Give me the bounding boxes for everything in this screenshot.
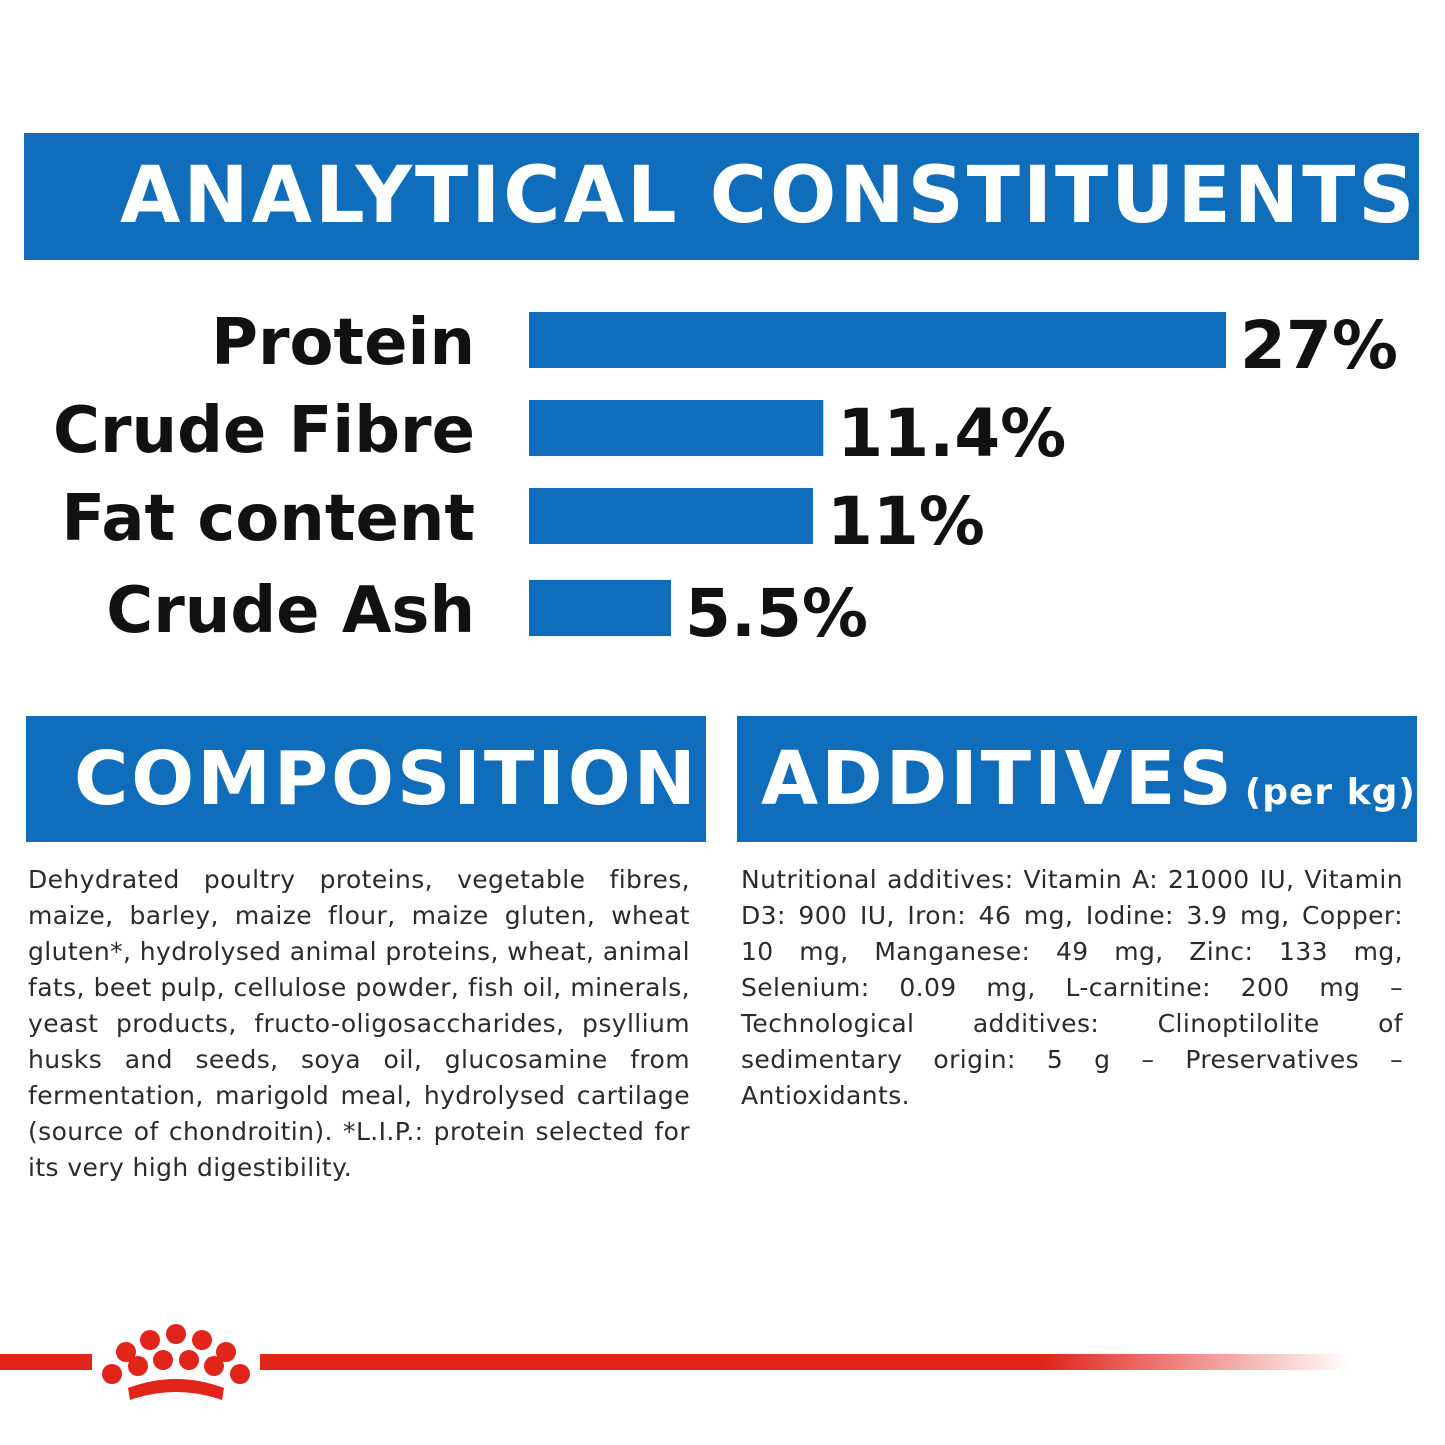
value-label: 27% <box>1240 307 1398 384</box>
bar <box>529 580 671 636</box>
category-label: Crude Ash <box>106 574 475 648</box>
crown-icon <box>102 1324 250 1400</box>
composition-text: Dehydrated poultry proteins, vegetable f… <box>28 865 690 1182</box>
footer-line-left <box>0 1354 92 1370</box>
footer-brand-line <box>0 1324 1350 1400</box>
bar <box>529 400 824 456</box>
composition-banner: COMPOSITION <box>26 716 706 842</box>
value-label: 5.5% <box>685 575 868 652</box>
additives-title: ADDITIVES <box>761 736 1235 822</box>
value-label: 11% <box>827 483 985 560</box>
category-label: Protein <box>211 306 475 380</box>
additives-text: Nutritional additives: Vitamin A: 21000 … <box>741 865 1403 1110</box>
bar <box>529 312 1226 368</box>
analytical-constituents-banner: ANALYTICAL CONSTITUENTS <box>24 133 1419 260</box>
analytical-title: ANALYTICAL CONSTITUENTS <box>120 151 1418 241</box>
category-label: Crude Fibre <box>53 394 475 468</box>
composition-title: COMPOSITION <box>74 736 699 822</box>
category-label: Fat content <box>61 482 475 556</box>
bar <box>529 488 813 544</box>
additives-subtitle: (per kg) <box>1244 772 1416 813</box>
footer-line-right <box>260 1354 1350 1370</box>
analytical-bar-chart: Protein 27% Crude Fibre 11.4% Fat content 11%… <box>53 306 1398 652</box>
additives-banner: ADDITIVES (per kg) <box>737 716 1417 842</box>
value-label: 11.4% <box>837 395 1066 472</box>
